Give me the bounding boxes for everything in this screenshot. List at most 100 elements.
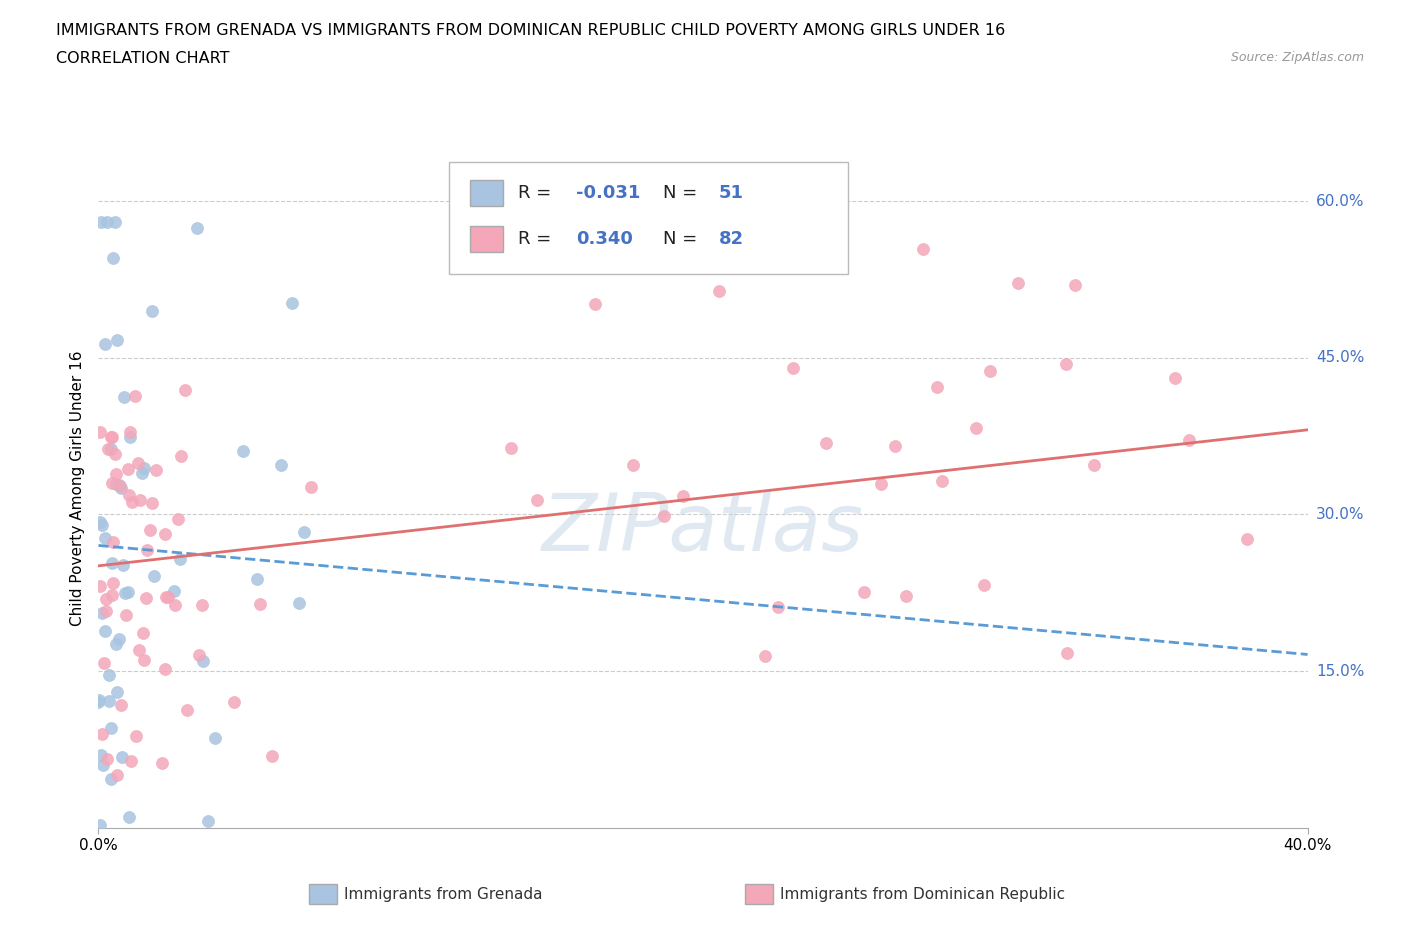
Point bbox=[96, 591, 118, 606]
Point bbox=[814, 435, 837, 450]
Point bbox=[91, 758, 114, 773]
Point bbox=[754, 648, 776, 663]
Point bbox=[105, 767, 128, 782]
Point bbox=[150, 756, 173, 771]
Point bbox=[118, 487, 141, 502]
Point bbox=[652, 509, 675, 524]
Point bbox=[583, 297, 606, 312]
Point bbox=[121, 495, 143, 510]
Point bbox=[883, 439, 905, 454]
Point bbox=[104, 467, 127, 482]
Point bbox=[671, 488, 693, 503]
Point bbox=[89, 514, 111, 529]
Point bbox=[709, 284, 731, 299]
Text: N =: N = bbox=[664, 184, 703, 202]
Point bbox=[131, 466, 153, 481]
Point bbox=[246, 572, 269, 587]
Point bbox=[925, 379, 948, 394]
Point bbox=[141, 496, 163, 511]
Point bbox=[768, 600, 790, 615]
Point bbox=[90, 215, 112, 230]
Point bbox=[104, 215, 127, 230]
Point bbox=[979, 364, 1001, 379]
Text: Immigrants from Grenada: Immigrants from Grenada bbox=[344, 887, 543, 902]
Point bbox=[105, 333, 128, 348]
Point bbox=[97, 694, 120, 709]
Point bbox=[153, 662, 176, 677]
Point bbox=[965, 420, 987, 435]
Point bbox=[232, 443, 254, 458]
Point bbox=[108, 478, 131, 493]
Point bbox=[145, 463, 167, 478]
Point bbox=[101, 430, 124, 445]
Point bbox=[104, 477, 127, 492]
Point bbox=[87, 692, 110, 707]
Point bbox=[107, 477, 129, 492]
Point bbox=[132, 626, 155, 641]
Point bbox=[93, 656, 115, 671]
Point bbox=[973, 578, 995, 592]
Point bbox=[87, 695, 110, 710]
Point bbox=[120, 430, 142, 445]
Point bbox=[100, 720, 122, 735]
Text: IMMIGRANTS FROM GRENADA VS IMMIGRANTS FROM DOMINICAN REPUBLIC CHILD POVERTY AMON: IMMIGRANTS FROM GRENADA VS IMMIGRANTS FR… bbox=[56, 23, 1005, 38]
Point bbox=[169, 551, 191, 566]
Point bbox=[98, 668, 121, 683]
Point bbox=[118, 810, 141, 825]
Text: Source: ZipAtlas.com: Source: ZipAtlas.com bbox=[1230, 51, 1364, 64]
Text: ZIPatlas: ZIPatlas bbox=[541, 490, 865, 568]
Text: Immigrants from Dominican Republic: Immigrants from Dominican Republic bbox=[780, 887, 1066, 902]
Point bbox=[176, 702, 198, 717]
Point bbox=[108, 632, 131, 647]
Point bbox=[114, 586, 136, 601]
Point bbox=[621, 458, 644, 472]
Point bbox=[165, 597, 187, 612]
Text: R =: R = bbox=[517, 184, 557, 202]
Text: N =: N = bbox=[664, 230, 703, 248]
Bar bbox=[470, 180, 503, 206]
Bar bbox=[470, 226, 503, 252]
Point bbox=[112, 390, 135, 405]
Point bbox=[1056, 646, 1078, 661]
Text: 0.340: 0.340 bbox=[576, 230, 633, 248]
Point bbox=[852, 584, 875, 599]
Point bbox=[132, 652, 155, 667]
Text: R =: R = bbox=[517, 230, 557, 248]
Point bbox=[191, 654, 214, 669]
Point bbox=[1063, 277, 1085, 292]
Point bbox=[163, 584, 186, 599]
Point bbox=[100, 441, 122, 456]
Point bbox=[143, 568, 166, 583]
Point bbox=[128, 643, 150, 658]
Point bbox=[118, 424, 141, 439]
Text: -0.031: -0.031 bbox=[576, 184, 640, 202]
Point bbox=[281, 296, 304, 311]
Point bbox=[100, 771, 122, 786]
Point bbox=[93, 337, 115, 352]
Point bbox=[101, 251, 124, 266]
Point bbox=[101, 535, 124, 550]
Text: 30.0%: 30.0% bbox=[1316, 507, 1364, 522]
Point bbox=[931, 473, 953, 488]
Point bbox=[117, 461, 139, 476]
Point bbox=[91, 517, 114, 532]
Point bbox=[1164, 371, 1187, 386]
Point bbox=[155, 526, 177, 541]
Point bbox=[94, 604, 117, 618]
Point bbox=[111, 750, 134, 764]
Point bbox=[89, 817, 111, 832]
Point bbox=[96, 215, 118, 230]
Point bbox=[156, 590, 179, 604]
Point bbox=[191, 598, 214, 613]
Point bbox=[100, 430, 122, 445]
Point bbox=[141, 303, 163, 318]
Point bbox=[90, 748, 112, 763]
FancyBboxPatch shape bbox=[449, 163, 848, 274]
Point bbox=[117, 585, 139, 600]
Point bbox=[288, 595, 311, 610]
Point bbox=[97, 442, 120, 457]
Point bbox=[127, 456, 149, 471]
Point bbox=[1007, 275, 1029, 290]
Point bbox=[249, 597, 271, 612]
Point bbox=[292, 525, 315, 539]
